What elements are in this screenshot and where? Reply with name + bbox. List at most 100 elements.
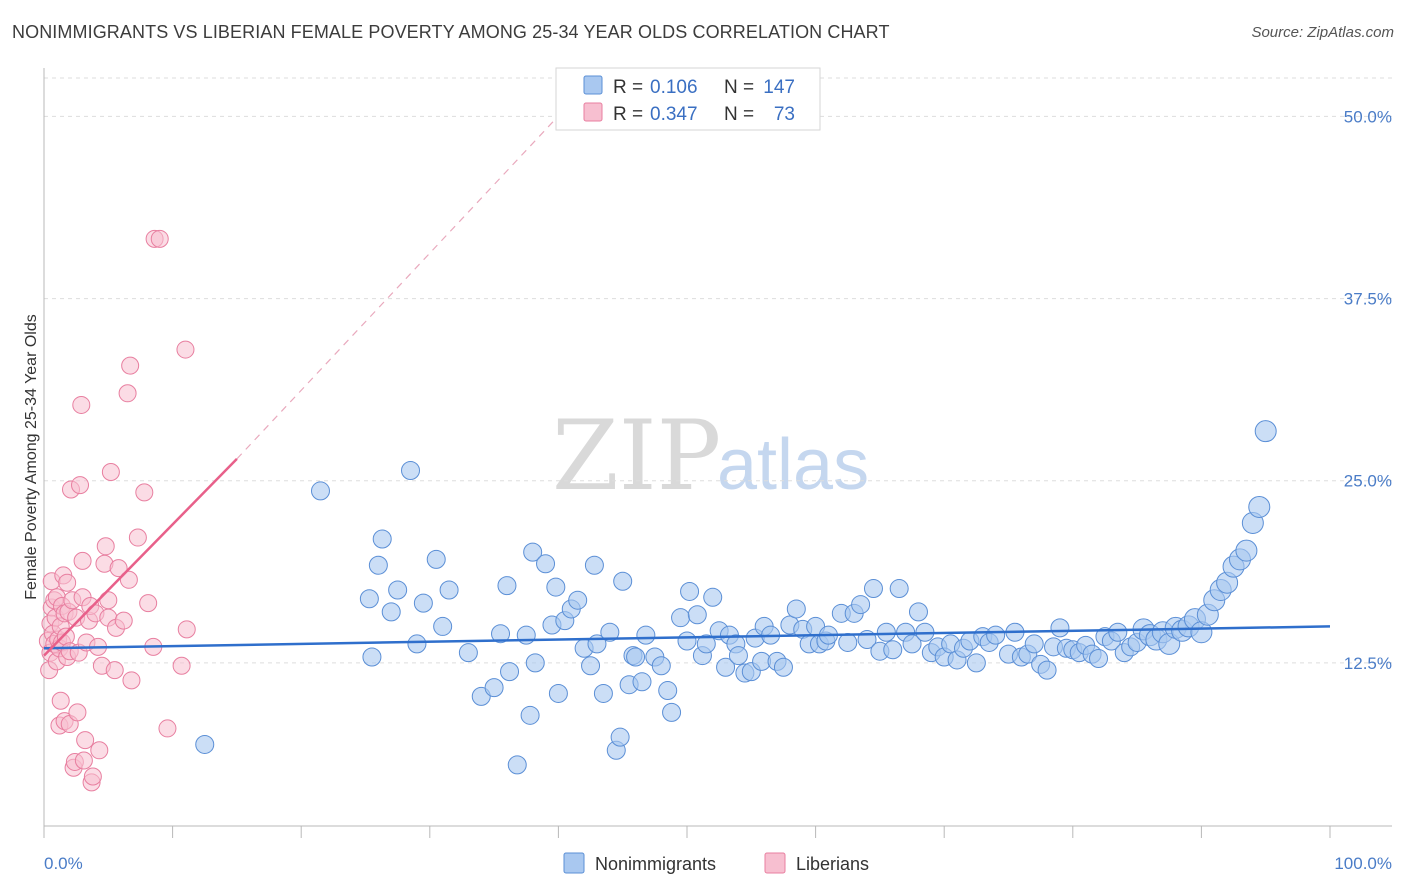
series-legend: Nonimmigrants Liberians	[563, 852, 869, 874]
legend-swatch-blue	[583, 75, 603, 95]
nonimmigrants-point	[584, 555, 604, 575]
nonimmigrants-trend-line	[43, 625, 1331, 650]
nonimmigrants-point	[1024, 634, 1044, 654]
nonimmigrants-point	[362, 647, 382, 667]
nonimmigrants-point	[426, 549, 446, 569]
nonimmigrants-point	[523, 542, 543, 562]
nonimmigrants-point	[658, 681, 678, 701]
nonimmigrants-point	[1248, 495, 1271, 518]
nonimmigrants-point	[1037, 660, 1057, 680]
liberians-point	[99, 591, 118, 610]
legend-r-label-1: R =	[613, 104, 643, 125]
nonimmigrants-point	[368, 555, 388, 575]
y-tick-label-2: 37.5%	[1344, 290, 1392, 309]
nonimmigrants-point	[728, 646, 748, 666]
nonimmigrants-point	[536, 554, 556, 574]
nonimmigrants-point	[433, 616, 453, 636]
legend-swatch-nonimmigrants	[563, 852, 585, 874]
liberians-point	[158, 719, 177, 738]
liberians-point	[150, 229, 169, 248]
nonimmigrants-point	[889, 579, 909, 599]
watermark: ZIP atlas	[552, 400, 869, 512]
nonimmigrants-point	[507, 755, 527, 775]
watermark-atlas: atlas	[717, 425, 869, 505]
nonimmigrants-point	[546, 577, 566, 597]
nonimmigrants-point	[1050, 618, 1070, 638]
y-tick-labels: 12.5% 25.0% 37.5% 50.0%	[1344, 107, 1392, 672]
x-tick-label-100: 100.0%	[1334, 854, 1392, 873]
nonimmigrants-point	[458, 643, 478, 663]
nonimmigrants-point	[439, 580, 459, 600]
nonimmigrants-point	[680, 581, 700, 601]
liberians-point	[74, 751, 93, 770]
nonimmigrants-point	[651, 656, 671, 676]
nonimmigrants-point	[662, 702, 682, 722]
legend-n-label-1: N =	[724, 104, 754, 125]
nonimmigrants-point	[381, 602, 401, 622]
legend-swatch-pink	[583, 102, 603, 122]
liberians-point	[51, 691, 70, 710]
nonimmigrants-point	[1254, 420, 1277, 443]
nonimmigrants-point	[786, 599, 806, 619]
nonimmigrants-point	[500, 662, 520, 682]
liberians-point	[72, 395, 91, 414]
nonimmigrants-point	[863, 579, 883, 599]
liberians-point	[71, 476, 90, 495]
source-label: Source: ZipAtlas.com	[1251, 24, 1394, 41]
y-tick-label-1: 25.0%	[1344, 472, 1392, 491]
nonimmigrants-point	[687, 605, 707, 625]
nonimmigrants-points	[195, 420, 1277, 775]
y-tick-label-0: 12.5%	[1344, 654, 1392, 673]
nonimmigrants-point	[703, 587, 723, 607]
nonimmigrants-point	[310, 481, 330, 501]
correlation-legend: R = 0.106 N = 147 R = 0.347 N = 73	[555, 67, 821, 131]
liberians-point	[176, 340, 195, 359]
liberians-point	[128, 528, 147, 547]
legend-n-value-1: 73	[774, 104, 795, 125]
nonimmigrants-point	[626, 647, 646, 667]
liberians-point	[139, 594, 158, 613]
nonimmigrants-point	[1235, 539, 1258, 562]
liberians-point	[121, 356, 140, 375]
legend-label-liberians: Liberians	[796, 854, 869, 874]
nonimmigrants-point	[520, 705, 540, 725]
nonimmigrants-point	[516, 625, 536, 645]
nonimmigrants-point	[568, 590, 588, 610]
nonimmigrants-point	[1089, 648, 1109, 668]
nonimmigrants-point	[491, 624, 511, 644]
nonimmigrants-point	[851, 595, 871, 615]
liberians-point	[135, 483, 154, 502]
nonimmigrants-point	[908, 602, 928, 622]
x-tick-labels: 0.0% 100.0%	[44, 854, 1392, 873]
nonimmigrants-point	[610, 727, 630, 747]
nonimmigrants-point	[636, 625, 656, 645]
nonimmigrants-point	[548, 683, 568, 703]
nonimmigrants-point	[632, 672, 652, 692]
nonimmigrants-point	[593, 683, 613, 703]
liberians-points	[38, 229, 196, 792]
nonimmigrants-point	[600, 622, 620, 642]
liberians-point	[177, 620, 196, 639]
nonimmigrants-point	[195, 734, 215, 754]
liberians-point	[122, 671, 141, 690]
nonimmigrants-point	[966, 653, 986, 673]
nonimmigrants-point	[407, 634, 427, 654]
liberians-point	[101, 462, 120, 481]
nonimmigrants-point	[581, 656, 601, 676]
nonimmigrants-point	[401, 461, 421, 481]
liberians-point	[83, 767, 102, 786]
nonimmigrants-point	[1108, 622, 1128, 642]
nonimmigrants-point	[497, 576, 517, 596]
liberians-point	[105, 661, 124, 680]
liberians-point	[68, 703, 87, 722]
nonimmigrants-point	[613, 571, 633, 591]
nonimmigrants-point	[525, 653, 545, 673]
nonimmigrants-point	[883, 640, 903, 660]
legend-n-label-0: N =	[724, 77, 754, 98]
legend-r-label-0: R =	[613, 77, 643, 98]
liberians-point	[109, 559, 128, 578]
nonimmigrants-point	[484, 678, 504, 698]
nonimmigrants-point	[902, 634, 922, 654]
legend-n-value-0: 147	[763, 77, 795, 98]
